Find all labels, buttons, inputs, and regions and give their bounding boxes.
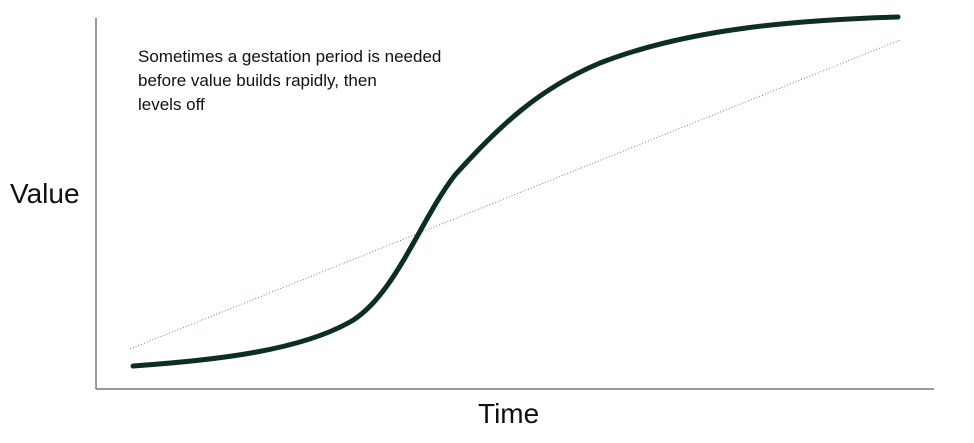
x-axis-label: Time: [478, 398, 540, 429]
annotation-text: Sometimes a gestation period is needed b…: [138, 47, 442, 114]
s-curve: [130, 14, 901, 369]
linear-trend-line: [129, 39, 901, 350]
y-axis-label: Value: [10, 178, 80, 209]
